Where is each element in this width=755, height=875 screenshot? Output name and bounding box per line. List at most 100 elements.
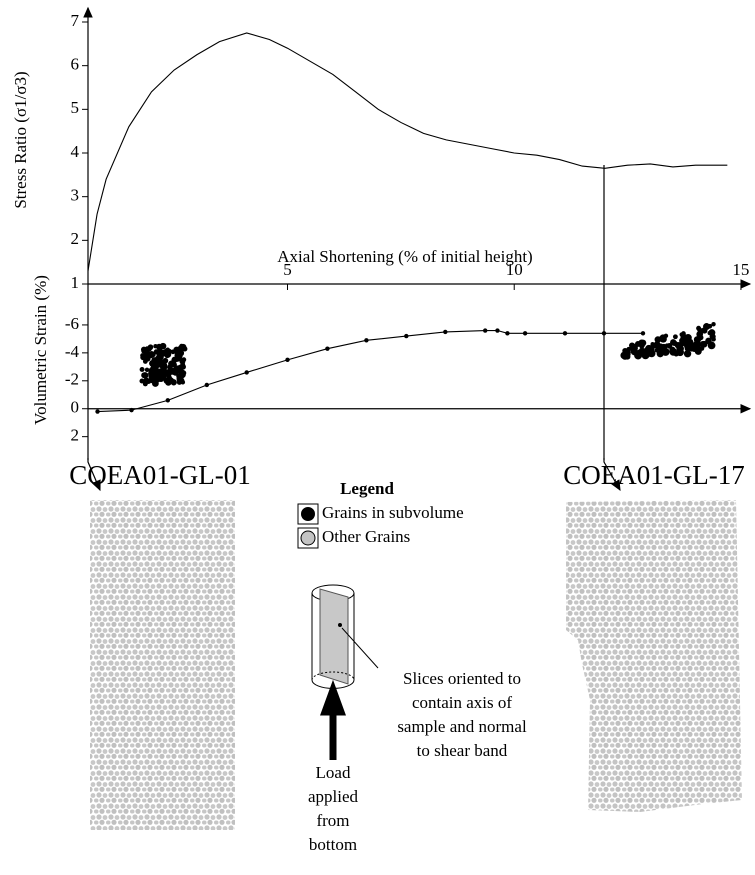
grain <box>149 359 156 367</box>
grain-image <box>566 500 742 812</box>
grain <box>144 367 150 373</box>
grain <box>650 341 655 347</box>
grain <box>178 376 184 382</box>
grain <box>680 334 686 340</box>
load-line: from <box>316 811 349 830</box>
legend-label: Other Grains <box>322 527 410 546</box>
data-point <box>165 398 171 403</box>
grain <box>170 349 176 355</box>
load-line: applied <box>308 787 359 806</box>
y-tick-label: 6 <box>71 55 80 74</box>
grain <box>170 379 177 386</box>
grain <box>144 346 150 351</box>
grain <box>176 379 182 385</box>
grain <box>156 343 163 350</box>
grain <box>641 351 650 360</box>
grain <box>694 347 699 352</box>
grain <box>698 334 704 341</box>
grain <box>148 373 156 381</box>
note-line: Slices oriented to <box>403 669 521 688</box>
x-tick-label: 10 <box>506 260 523 279</box>
note-line: contain axis of <box>412 693 512 712</box>
grain-image <box>90 500 235 830</box>
y-tick-label: -6 <box>65 314 79 333</box>
grain <box>700 340 708 348</box>
grain <box>174 355 181 362</box>
data-point <box>505 331 510 336</box>
grain <box>622 347 628 354</box>
grain <box>654 348 659 353</box>
grain <box>158 358 164 364</box>
grain <box>149 368 155 374</box>
grain <box>683 350 692 358</box>
grain <box>672 334 678 340</box>
grain <box>170 367 176 374</box>
y-tick-label: -2 <box>65 370 79 389</box>
x-axis-label: Axial Shortening (% of initial height) <box>277 247 532 266</box>
y-axis-label: Stress Ratio (σ1/σ3) <box>11 71 30 208</box>
note-line: to shear band <box>417 741 508 760</box>
grain <box>711 322 716 327</box>
grain <box>142 372 149 379</box>
grain <box>707 341 716 350</box>
grain <box>149 351 156 358</box>
grain <box>161 369 167 376</box>
grain <box>663 333 669 339</box>
grain <box>703 323 711 331</box>
grain <box>621 353 629 360</box>
load-line: bottom <box>309 835 357 854</box>
legend-swatch <box>300 530 316 546</box>
x-tick-label: 15 <box>732 260 749 279</box>
x-tick-label: 5 <box>283 260 292 279</box>
data-point <box>244 370 249 375</box>
grain <box>670 339 677 346</box>
data-point <box>129 407 134 413</box>
note-line: sample and normal <box>397 717 527 736</box>
load-line: Load <box>316 763 351 782</box>
data-point <box>325 346 330 351</box>
y-axis-label: Volumetric Strain (%) <box>31 275 50 425</box>
legend-swatch <box>301 507 315 521</box>
data-point <box>483 328 488 333</box>
grain <box>174 350 179 355</box>
data-line <box>87 32 728 271</box>
y-tick-label: 1 <box>71 273 80 292</box>
grain <box>676 348 684 357</box>
grain <box>181 357 187 362</box>
grain <box>711 337 716 342</box>
y-tick-label: 2 <box>71 426 80 445</box>
data-point <box>601 331 607 336</box>
grain <box>654 340 661 347</box>
y-tick-label: 4 <box>71 142 80 161</box>
panel-title: COEA01-GL-17 <box>563 460 744 490</box>
subvolume-grains <box>139 322 716 387</box>
grain <box>160 352 165 357</box>
load-note: Load applied from bottom <box>308 763 359 854</box>
y-tick-label: -4 <box>65 342 80 361</box>
data-point <box>285 357 290 363</box>
data-point <box>204 382 209 388</box>
grain <box>141 352 149 360</box>
grain <box>143 377 150 384</box>
grain <box>139 378 145 384</box>
y-tick-label: 7 <box>71 11 80 30</box>
grain <box>684 342 689 347</box>
data-point <box>495 328 500 333</box>
load-arrow <box>320 679 346 760</box>
grain <box>180 370 187 376</box>
grain <box>669 348 678 356</box>
legend-label: Grains in subvolume <box>322 503 464 522</box>
y-tick-label: 2 <box>71 229 80 248</box>
data-point <box>562 331 568 336</box>
grain <box>658 335 664 342</box>
grain <box>647 348 654 356</box>
y-tick-label: 5 <box>71 98 80 117</box>
grain <box>639 339 647 347</box>
y-tick-label: 0 <box>71 398 80 417</box>
note: Slices oriented to contain axis of sample … <box>397 669 527 760</box>
legend-title: Legend <box>340 479 394 498</box>
charts: 1 2 3 4 5 6 7 5 10 15 Stress Ratio (σ1/σ3) Axial Sh… <box>11 6 752 460</box>
grain <box>166 374 172 380</box>
grain <box>677 345 682 351</box>
data-point <box>640 331 646 336</box>
